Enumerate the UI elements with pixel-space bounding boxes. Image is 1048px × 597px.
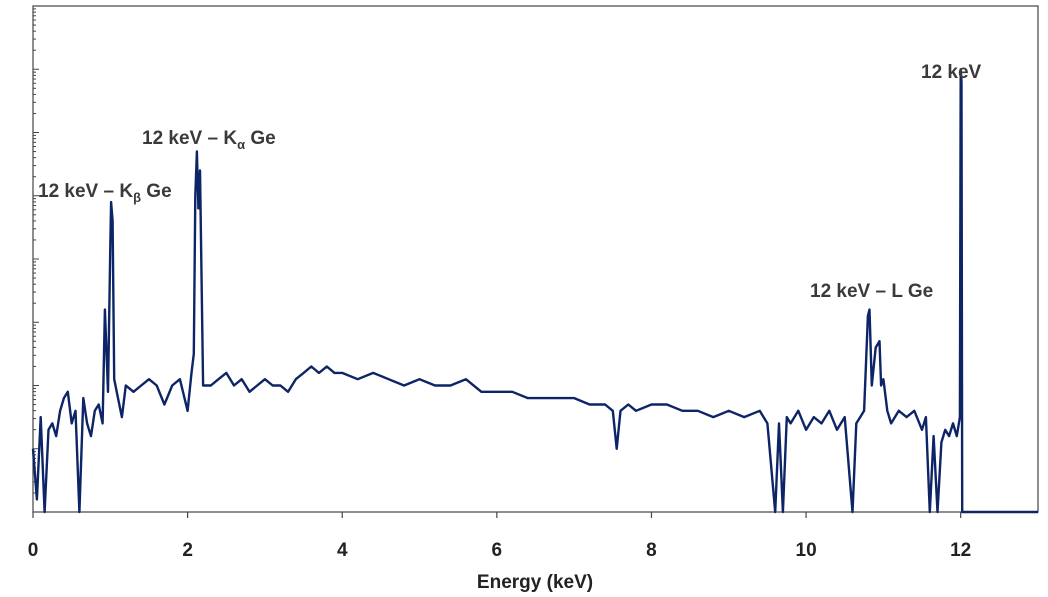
x-tick-label: 4 <box>337 540 348 561</box>
annotation-lge: 12 keV – L Ge <box>810 281 933 302</box>
x-tick-label: 10 <box>796 540 817 561</box>
x-tick-label: 12 <box>950 540 971 561</box>
y-axis-ticks <box>33 8 39 513</box>
x-axis-ticks: 0 2 4 6 8 10 12 <box>28 512 971 561</box>
annotation-kalpha: 12 keV – Kα Ge <box>142 128 276 152</box>
x-axis-label: Energy (keV) <box>477 572 593 593</box>
x-tick-label: 0 <box>28 540 39 561</box>
annotation-main: 12 keV <box>921 62 982 83</box>
x-tick-label: 6 <box>492 540 503 561</box>
x-tick-label: 2 <box>182 540 193 561</box>
plot-frame <box>32 5 1039 513</box>
peak-annotations: 12 keV – Kβ Ge 12 keV – Kα Ge 12 keV – L G… <box>38 62 982 302</box>
annotation-kbeta: 12 keV – Kβ Ge <box>38 181 172 205</box>
spectrum-line <box>31 68 1038 514</box>
x-tick-label: 8 <box>646 540 657 561</box>
